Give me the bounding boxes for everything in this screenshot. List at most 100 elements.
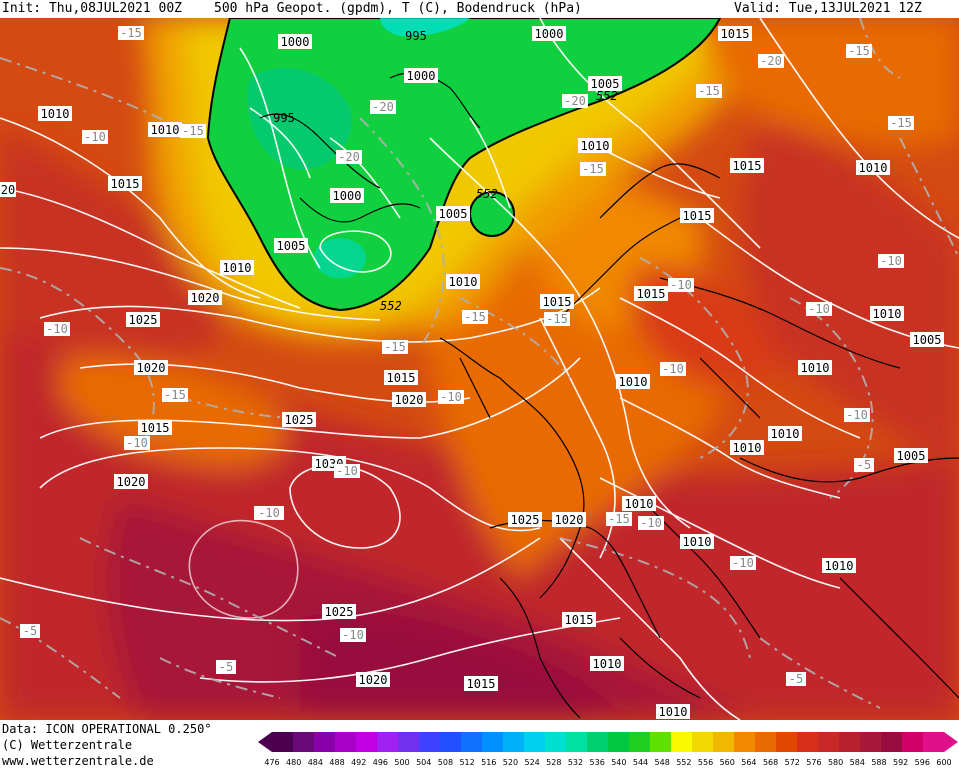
pressure-label: 1025	[129, 313, 158, 327]
pressure-label: 1005	[897, 449, 926, 463]
temp-label: -15	[582, 162, 604, 176]
temp-label: -20	[564, 94, 586, 108]
temp-label: -5	[23, 624, 37, 638]
colorbar-cell	[398, 732, 420, 752]
pressure-label: 1020	[395, 393, 424, 407]
geopot-labels: 552 552 552	[380, 89, 618, 313]
pressure-label: 1020	[117, 475, 146, 489]
colorbar-tick-label: 532	[567, 758, 584, 767]
colorbar-tick-label: 480	[286, 758, 302, 767]
pressure-label: 1015	[733, 159, 762, 173]
temp-label: -5	[789, 672, 803, 686]
temp-label: -10	[640, 516, 662, 530]
temp-label: -10	[880, 254, 902, 268]
colorbar-tick-label: 496	[372, 758, 389, 767]
pressure-label: 1005	[913, 333, 942, 347]
colorbar-cell	[818, 732, 840, 752]
colorbar-tick-label: 548	[654, 758, 670, 767]
pressure-label: 1020	[359, 673, 388, 687]
pressure-label: 1010	[771, 427, 800, 441]
colorbar-cell	[755, 732, 777, 752]
temp-label: -15	[546, 312, 568, 326]
temp-label: -15	[608, 512, 630, 526]
colorbar-tick-label: 560	[719, 758, 735, 767]
temp-label: -10	[84, 130, 106, 144]
temp-label: -10	[126, 436, 148, 450]
pressure-label: 1025	[325, 605, 354, 619]
pressure-label: 1020	[137, 361, 166, 375]
colorbar-tick-label: 576	[806, 758, 822, 767]
temp-label: -15	[182, 124, 204, 138]
temp-label: -10	[342, 628, 364, 642]
geopot-label: 552	[476, 187, 498, 201]
colorbar-tick-label: 524	[524, 758, 540, 767]
colorbar-tick-label: 492	[351, 758, 367, 767]
colorbar-cells	[272, 732, 945, 752]
data-source: Data: ICON OPERATIONAL 0.250°	[2, 722, 212, 736]
colorbar-cell	[293, 732, 315, 752]
pressure-label: 1005	[439, 207, 468, 221]
colorbar-cell	[713, 732, 735, 752]
temp-label: -5	[219, 660, 233, 674]
pressure-label: 1025	[285, 413, 314, 427]
colorbar-cell	[335, 732, 357, 752]
geopot-label: 552	[380, 299, 402, 313]
colorbar-cell	[356, 732, 378, 752]
pressure-label: 1015	[387, 371, 416, 385]
copyright: (C) Wetterzentrale	[2, 738, 133, 752]
pressure-label: 1000	[407, 69, 436, 83]
pressure-label: 1015	[637, 287, 666, 301]
colorbar-tick-label: 556	[697, 758, 714, 767]
colorbar-cell	[461, 732, 483, 752]
pressure-label: 1015	[721, 27, 750, 41]
temp-label: -15	[164, 388, 186, 402]
pressure-label: 1000	[535, 27, 564, 41]
colorbar-tick-label: 596	[914, 758, 930, 767]
chart-footer: Data: ICON OPERATIONAL 0.250° (C) Wetter…	[0, 720, 959, 770]
temp-label: -20	[372, 100, 394, 114]
colorbar-tick-label: 476	[264, 758, 280, 767]
init-time: Init: Thu,08JUL2021 00Z	[2, 1, 183, 16]
temp-label: -10	[846, 408, 868, 422]
colorbar-tick-label: 520	[502, 758, 519, 767]
colorbar-cell	[797, 732, 819, 752]
temp-label: -10	[732, 556, 754, 570]
colorbar-cell	[566, 732, 588, 752]
pressure-label: 1010	[801, 361, 830, 375]
temp-label: -15	[698, 84, 720, 98]
colorbar-tick-label: 592	[893, 758, 909, 767]
colorbar-cell	[440, 732, 462, 752]
geopot-label: 552	[596, 89, 618, 103]
pressure-label: 1010	[825, 559, 854, 573]
pressure-label: 1015	[565, 613, 594, 627]
colorbar-cell	[734, 732, 756, 752]
colorbar-cell	[629, 732, 651, 752]
pressure-label: 1010	[619, 375, 648, 389]
colorbar-left-arrow	[258, 732, 272, 752]
valid-time: Valid: Tue,13JUL2021 12Z	[734, 1, 922, 16]
temp-label: -10	[662, 362, 684, 376]
temp-label: -10	[336, 464, 358, 478]
temp-label: -15	[890, 116, 912, 130]
website: www.wetterzentrale.de	[2, 754, 154, 768]
temp-label: -5	[857, 458, 871, 472]
map-canvas: 1000 995 1000 1015 1000 1005 995 1010 10…	[0, 18, 959, 720]
colorbar-tick-label: 544	[632, 758, 649, 767]
pressure-labels: 1000 995 1000 1015 1000 1005 995 1010 10…	[0, 26, 944, 719]
pressure-label: 1015	[111, 177, 140, 191]
isotherms	[0, 18, 959, 709]
colorbar-cell	[272, 732, 294, 752]
colorbar-cell	[692, 732, 714, 752]
colorbar-tick-label: 504	[416, 758, 432, 767]
pressure-label: 1010	[41, 107, 70, 121]
colorbar-cell	[419, 732, 441, 752]
pressure-label: 1015	[141, 421, 170, 435]
pressure-label: 1000	[333, 189, 362, 203]
pressure-label: 1010	[733, 441, 762, 455]
pressure-label: 1010	[449, 275, 478, 289]
pressure-label: 1010	[659, 705, 688, 719]
chart-header: Init: Thu,08JUL2021 00Z 500 hPa Geopot. …	[0, 0, 959, 18]
weather-map: 1000 995 1000 1015 1000 1005 995 1010 10…	[0, 18, 959, 720]
colorbar-tick-label: 584	[849, 758, 865, 767]
colorbar-tick-label: 512	[459, 758, 475, 767]
